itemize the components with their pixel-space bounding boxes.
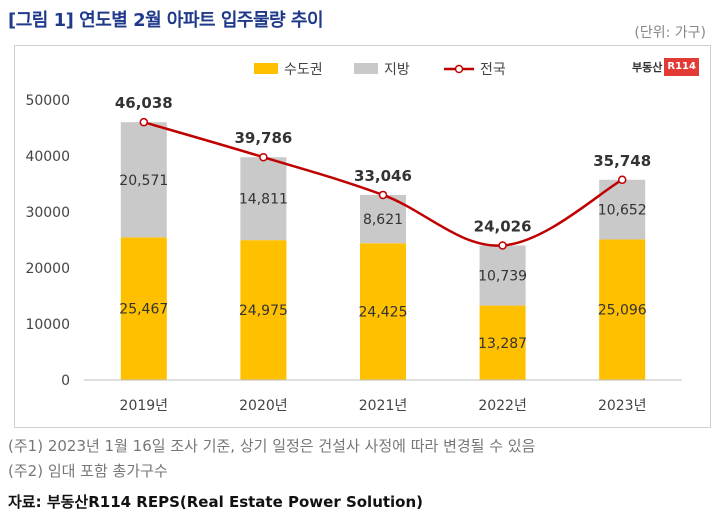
data-label-capital: 25,096 — [598, 303, 647, 319]
source-text: 자료: 부동산R114 REPS(Real Estate Power Solut… — [8, 493, 424, 511]
y-tick-label: 10000 — [25, 317, 70, 333]
unit-label: (단위: 가구) — [634, 25, 706, 41]
total-line-series: 46,038 39,786 33,046 24,026 35,748 — [115, 94, 651, 250]
y-tick-label: 50000 — [25, 93, 70, 109]
data-label-capital: 24,975 — [239, 303, 288, 319]
chart-title: [그림 1] 연도별 2월 아파트 입주물량 추이 — [8, 10, 324, 31]
y-tick-label: 30000 — [25, 205, 70, 221]
data-label-total: 24,026 — [474, 217, 532, 235]
chart-frame — [14, 45, 711, 428]
total-point — [378, 190, 388, 200]
legend-label-capital: 수도권 — [284, 62, 323, 78]
legend-swatch-local — [354, 63, 378, 74]
y-tick-label: 40000 — [25, 149, 70, 165]
y-axis: 0 10000 20000 30000 40000 50000 — [25, 93, 70, 389]
bar-capital — [360, 243, 406, 380]
bar-local — [240, 157, 287, 241]
data-label-total: 35,748 — [593, 152, 651, 170]
data-label-local: 20,571 — [119, 173, 168, 189]
y-tick-label: 20000 — [25, 261, 70, 277]
bar-local — [120, 122, 167, 238]
data-label-local: 10,739 — [478, 269, 527, 285]
x-tick-label: 2020년 — [239, 398, 288, 414]
logo-badge: R114 — [664, 58, 699, 76]
x-tick-label: 2021년 — [359, 398, 408, 414]
x-tick-label: 2022년 — [478, 398, 527, 414]
note-2: (주2) 임대 포함 총가구수 — [8, 462, 168, 480]
bar-series: 25,467 20,571 24,975 14,811 24,425 8,621 13,28… — [119, 122, 647, 380]
data-label-capital: 25,467 — [119, 302, 168, 318]
logo-text: 부동산 — [632, 61, 663, 74]
bar-capital — [240, 240, 287, 380]
x-tick-label: 2019년 — [120, 398, 169, 414]
x-axis: 2019년 2020년 2021년 2022년 2023년 — [84, 379, 682, 414]
y-tick-label: 0 — [61, 373, 70, 389]
x-tick-label: 2023년 — [598, 398, 647, 414]
data-label-local: 10,652 — [598, 203, 647, 219]
bar-capital — [120, 237, 167, 380]
data-label-total: 33,046 — [354, 167, 412, 185]
data-label-local: 14,811 — [239, 192, 288, 208]
data-label-total: 39,786 — [234, 129, 292, 147]
bar-capital — [599, 239, 646, 380]
total-point — [498, 241, 507, 250]
bar-local — [479, 245, 526, 306]
data-label-local: 8,621 — [363, 212, 403, 228]
legend-marker-total — [454, 64, 464, 74]
total-point — [617, 175, 627, 185]
legend-swatch-capital — [254, 63, 278, 74]
bar-capital — [479, 305, 526, 380]
data-label-total: 46,038 — [115, 94, 173, 112]
total-point — [259, 152, 268, 162]
note-1: (주1) 2023년 1월 16일 조사 기준, 상기 일정은 건설사 사정에 … — [8, 437, 536, 455]
legend-label-total: 전국 — [480, 62, 506, 78]
legend-label-local: 지방 — [384, 62, 410, 78]
data-label-capital: 13,287 — [478, 336, 527, 352]
chart-legend: 수도권 지방 전국 — [254, 62, 506, 78]
chart-area: 수도권 지방 전국 0 10000 20000 30000 40000 50000 25,46… — [25, 62, 682, 414]
brand-logo: 부동산 R114 — [632, 58, 699, 76]
total-point — [139, 117, 149, 127]
data-label-capital: 24,425 — [359, 305, 408, 321]
